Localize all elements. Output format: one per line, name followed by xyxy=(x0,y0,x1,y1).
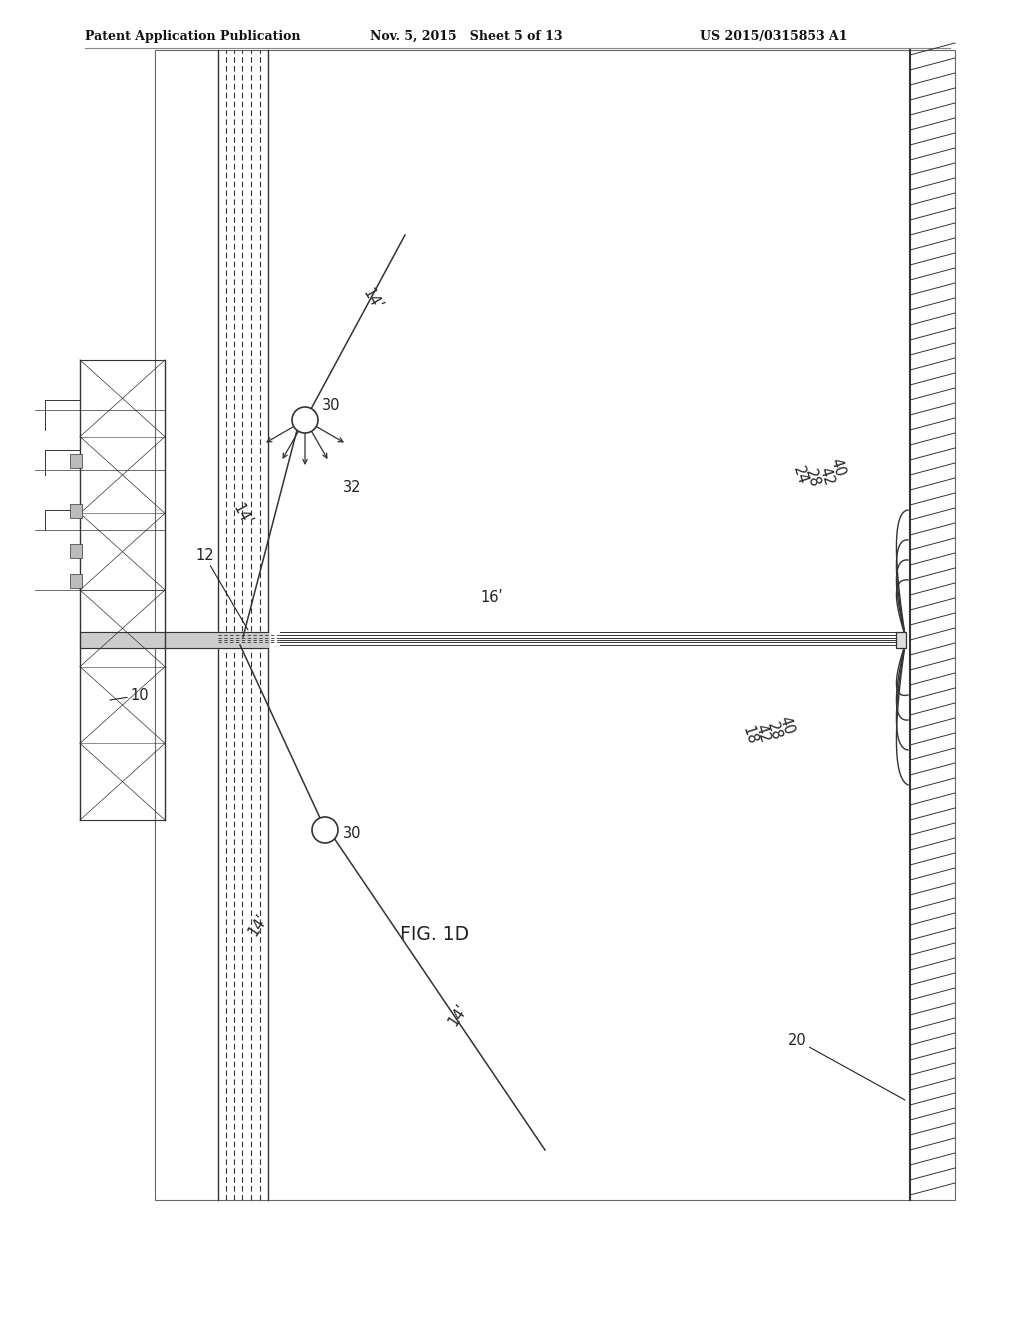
Text: 28: 28 xyxy=(802,467,822,490)
Text: 14ʹ: 14ʹ xyxy=(445,1002,470,1028)
Polygon shape xyxy=(80,632,268,648)
Text: 24: 24 xyxy=(790,463,810,486)
Text: 14ʹ: 14ʹ xyxy=(360,286,384,314)
Circle shape xyxy=(292,407,318,433)
Text: 10: 10 xyxy=(110,688,148,704)
Circle shape xyxy=(312,817,338,843)
Text: US 2015/0315853 A1: US 2015/0315853 A1 xyxy=(700,30,848,44)
Text: Nov. 5, 2015   Sheet 5 of 13: Nov. 5, 2015 Sheet 5 of 13 xyxy=(370,30,562,44)
Text: 30: 30 xyxy=(322,397,341,412)
Bar xyxy=(896,632,906,648)
Text: Patent Application Publication: Patent Application Publication xyxy=(85,30,300,44)
Text: 30: 30 xyxy=(343,825,361,841)
Bar xyxy=(70,504,82,517)
Bar xyxy=(70,454,82,469)
Text: 20: 20 xyxy=(788,1034,905,1100)
Text: 16ʹ: 16ʹ xyxy=(480,590,503,606)
Text: FIG. 1D: FIG. 1D xyxy=(400,925,469,945)
Bar xyxy=(155,50,955,1200)
Text: 18: 18 xyxy=(740,723,760,746)
Text: 14ʹ: 14ʹ xyxy=(230,502,254,528)
Text: 42: 42 xyxy=(752,722,772,744)
Bar xyxy=(70,544,82,558)
Bar xyxy=(70,574,82,587)
Text: 32: 32 xyxy=(343,480,361,495)
Text: 40: 40 xyxy=(776,714,796,737)
Text: 28: 28 xyxy=(764,719,784,742)
Text: 40: 40 xyxy=(827,455,847,478)
Text: 14ʹ: 14ʹ xyxy=(245,911,270,939)
Text: 12: 12 xyxy=(195,548,248,630)
Text: 42: 42 xyxy=(816,465,836,487)
